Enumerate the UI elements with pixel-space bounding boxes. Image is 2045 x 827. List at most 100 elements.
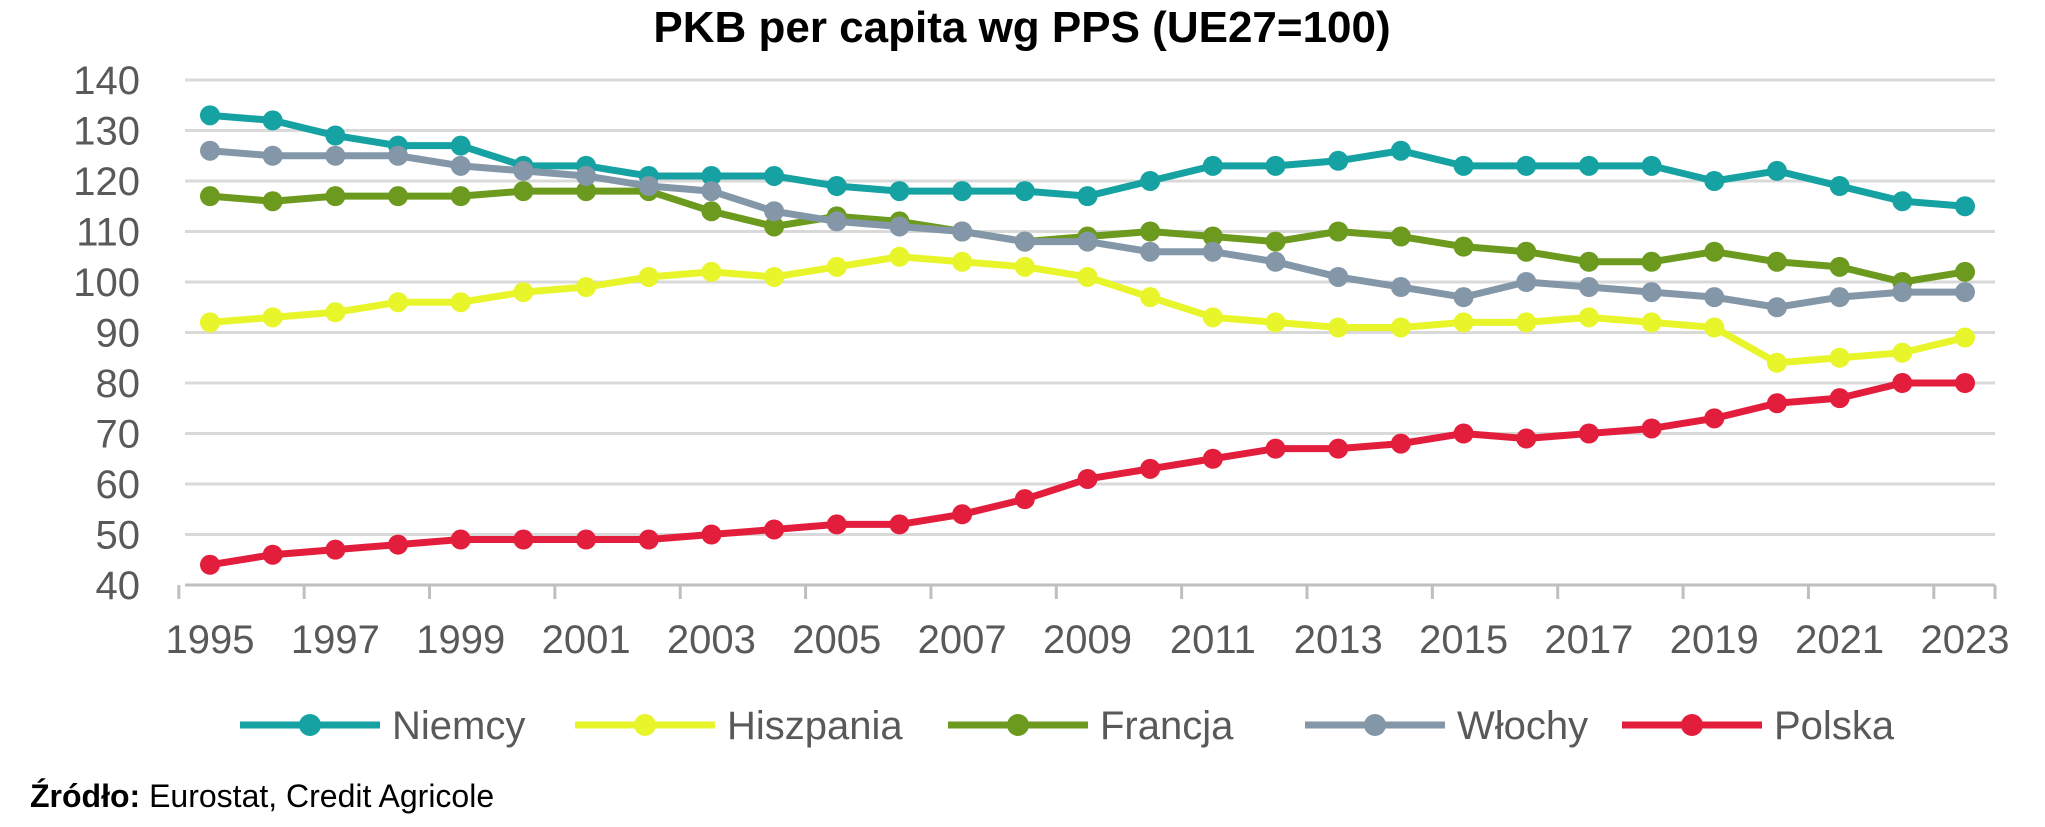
point-francja-2014	[1390, 226, 1411, 247]
point-hiszpania-2016	[1516, 312, 1537, 333]
gridlines	[185, 78, 1995, 587]
point-polska-1997	[325, 539, 346, 560]
point-polska-2023	[1955, 373, 1975, 393]
legend-item-polska: Polska	[1622, 704, 1895, 748]
point-włochy-2014	[1390, 277, 1411, 298]
point-francja-2011	[1202, 226, 1223, 247]
point-francja-1995	[200, 186, 220, 207]
point-francja-2018	[1641, 251, 1662, 272]
source-label: Źródło:	[30, 778, 141, 814]
point-polska-2004	[764, 519, 785, 540]
point-włochy-1997	[325, 145, 346, 166]
point-polska-2021	[1829, 388, 1850, 409]
point-włochy-2015	[1453, 287, 1474, 308]
point-niemcy-2010	[1140, 171, 1161, 191]
point-włochy-2017	[1578, 277, 1599, 298]
legend-label-polska: Polska	[1774, 704, 1895, 748]
point-hiszpania-2003	[701, 261, 722, 282]
point-hiszpania-2014	[1390, 317, 1411, 338]
x-tick-label-2009: 2009	[1043, 618, 1132, 662]
point-niemcy-2003	[701, 165, 722, 186]
point-francja-2017	[1578, 251, 1599, 272]
point-hiszpania-2009	[1077, 266, 1098, 287]
point-hiszpania-2023	[1955, 327, 1975, 348]
point-niemcy-1996	[262, 110, 283, 131]
point-polska-2008	[1014, 489, 1035, 510]
point-niemcy-2017	[1578, 155, 1599, 176]
point-polska-2018	[1641, 418, 1662, 439]
legend-label-francja: Francja	[1100, 704, 1234, 748]
point-polska-2007	[952, 504, 973, 525]
point-niemcy-2006	[889, 181, 910, 202]
point-hiszpania-2004	[764, 266, 785, 287]
x-tick-label-2021: 2021	[1795, 618, 1884, 662]
point-niemcy-2012	[1265, 155, 1286, 176]
x-tick-label-2019: 2019	[1670, 618, 1759, 662]
point-hiszpania-1996	[262, 307, 283, 328]
point-polska-2006	[889, 514, 910, 535]
point-polska-2001	[576, 529, 597, 550]
point-francja-2001	[576, 181, 597, 202]
legend-item-włochy: Włochy	[1305, 704, 1588, 748]
point-polska-1999	[450, 529, 471, 550]
point-włochy-2001	[576, 165, 597, 186]
point-polska-2002	[638, 529, 659, 550]
legend-marker-polska	[1681, 714, 1703, 736]
point-włochy-2006	[889, 216, 910, 237]
point-polska-2010	[1140, 458, 1161, 479]
point-włochy-1995	[200, 140, 220, 161]
point-niemcy-1997	[325, 125, 346, 146]
point-francja-1996	[262, 191, 283, 212]
point-niemcy-2005	[826, 176, 847, 197]
point-włochy-2000	[513, 160, 534, 181]
y-tick-label-40: 40	[96, 564, 141, 608]
point-francja-2004	[764, 216, 785, 237]
point-hiszpania-2006	[889, 246, 910, 267]
point-hiszpania-1995	[200, 312, 220, 333]
point-niemcy-1995	[200, 105, 220, 126]
source-note: Źródło: Eurostat, Credit Agricole	[30, 778, 494, 815]
point-niemcy-2020	[1766, 160, 1787, 181]
point-hiszpania-2005	[826, 256, 847, 277]
point-francja-1999	[450, 186, 471, 207]
point-niemcy-2018	[1641, 155, 1662, 176]
point-włochy-2002	[638, 176, 659, 197]
point-hiszpania-2000	[513, 282, 534, 303]
point-niemcy-2008	[1014, 181, 1035, 202]
point-polska-2016	[1516, 428, 1537, 449]
point-polska-2013	[1328, 438, 1349, 459]
legend: Niemcy Hiszpania Francja Włochy Polska	[240, 704, 1895, 748]
legend-marker-francja	[1007, 714, 1029, 736]
point-hiszpania-2015	[1453, 312, 1474, 333]
source-text: Eurostat, Credit Agricole	[149, 778, 495, 814]
chart-title: PKB per capita wg PPS (UE27=100)	[653, 3, 1390, 52]
point-niemcy-2009	[1077, 186, 1098, 207]
point-francja-2012	[1265, 231, 1286, 252]
point-niemcy-2013	[1328, 150, 1349, 171]
x-axis: 1995 1997 1999 2001 2003 2005 2007 2009 2011 2013…	[166, 583, 2009, 662]
point-francja-2003	[701, 201, 722, 222]
point-polska-2011	[1202, 448, 1223, 469]
point-niemcy-2022	[1892, 191, 1913, 212]
y-tick-label-80: 80	[96, 362, 141, 406]
point-włochy-2004	[764, 201, 785, 222]
point-polska-2012	[1265, 438, 1286, 459]
legend-item-francja: Francja	[948, 704, 1234, 748]
point-włochy-1996	[262, 145, 283, 166]
x-tick-label-1999: 1999	[416, 618, 505, 662]
point-polska-1995	[200, 554, 220, 575]
point-włochy-2008	[1014, 231, 1035, 252]
point-polska-2003	[701, 524, 722, 545]
point-francja-2020	[1766, 251, 1787, 272]
y-tick-label-60: 60	[96, 463, 141, 507]
point-włochy-2012	[1265, 251, 1286, 272]
x-tick-label-2013: 2013	[1294, 618, 1383, 662]
point-hiszpania-2007	[952, 251, 973, 272]
point-polska-1998	[388, 534, 409, 555]
point-francja-1997	[325, 186, 346, 207]
point-polska-2005	[826, 514, 847, 535]
point-hiszpania-2018	[1641, 312, 1662, 333]
point-niemcy-1999	[450, 135, 471, 156]
legend-item-hiszpania: Hiszpania	[575, 704, 903, 748]
